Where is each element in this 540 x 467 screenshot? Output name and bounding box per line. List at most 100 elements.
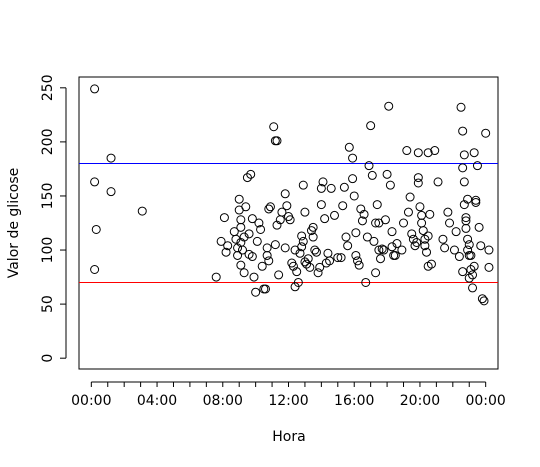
- data-point: [372, 200, 382, 210]
- data-point: [415, 202, 425, 212]
- data-point: [315, 262, 325, 272]
- data-point: [469, 261, 479, 271]
- x-tick-label: 08:00: [203, 393, 243, 409]
- x-axis-title: Hora: [272, 429, 305, 445]
- data-point: [349, 191, 359, 201]
- data-point: [362, 232, 372, 242]
- data-point: [272, 220, 282, 230]
- data-point: [408, 234, 418, 244]
- data-point: [461, 223, 471, 233]
- data-point: [242, 173, 252, 183]
- x-tick-label: 12:00: [268, 393, 308, 409]
- y-axis: 0 50 100 150 200 250: [40, 74, 67, 363]
- data-point: [387, 242, 397, 252]
- data-point: [371, 218, 381, 228]
- data-point: [231, 234, 241, 244]
- data-point: [397, 245, 407, 255]
- data-point: [339, 182, 349, 192]
- data-point: [236, 260, 246, 270]
- y-tick-label: 50: [40, 295, 56, 313]
- data-point: [463, 234, 473, 244]
- data-point: [476, 241, 486, 251]
- data-point: [425, 209, 435, 219]
- data-point: [377, 244, 387, 254]
- data-point: [251, 287, 261, 297]
- x-tick-label: 20:00: [400, 393, 440, 409]
- data-point: [433, 177, 443, 187]
- data-point: [285, 215, 295, 225]
- data-point: [246, 169, 256, 179]
- y-tick-label: 0: [40, 354, 56, 363]
- data-point: [380, 215, 390, 225]
- data-point: [297, 231, 307, 241]
- data-point: [106, 187, 116, 197]
- data-point: [458, 163, 468, 173]
- x-tick-label: 00:00: [465, 393, 505, 409]
- data-point: [456, 102, 466, 112]
- data-point: [443, 207, 453, 217]
- data-point: [420, 234, 430, 244]
- data-point: [269, 122, 279, 132]
- data-point: [277, 207, 287, 217]
- data-point: [459, 200, 469, 210]
- data-point: [354, 260, 364, 270]
- data-point: [325, 256, 335, 266]
- data-point: [239, 268, 249, 278]
- y-tick-label: 150: [40, 183, 56, 210]
- data-point: [413, 173, 423, 183]
- data-point: [295, 248, 305, 258]
- data-point: [265, 202, 275, 212]
- data-point: [300, 257, 310, 267]
- data-point: [316, 183, 326, 193]
- data-point: [461, 216, 471, 226]
- data-point: [367, 170, 377, 180]
- x-tick-label: 04:00: [137, 393, 177, 409]
- data-point: [357, 216, 367, 226]
- data-point: [320, 214, 330, 224]
- data-point: [239, 232, 249, 242]
- data-point: [477, 294, 487, 304]
- data-point: [472, 161, 482, 171]
- x-axis: 00:00 04:00 08:00 12:00 16:00 20:00 00:00: [71, 381, 506, 409]
- data-point: [471, 197, 481, 207]
- x-tick-label: 00:00: [71, 393, 111, 409]
- data-point: [236, 222, 246, 232]
- data-point: [310, 245, 320, 255]
- data-point: [223, 241, 233, 251]
- data-point: [413, 178, 423, 188]
- data-point: [272, 136, 282, 146]
- data-point: [308, 222, 318, 232]
- data-point: [364, 161, 374, 171]
- data-point: [137, 206, 147, 216]
- data-point: [403, 207, 413, 217]
- data-point: [252, 236, 262, 246]
- data-point: [376, 254, 386, 264]
- data-point: [440, 243, 450, 253]
- data-point: [260, 284, 270, 294]
- data-point: [219, 213, 229, 223]
- data-point: [348, 153, 358, 163]
- data-point: [244, 229, 254, 239]
- data-point: [420, 241, 430, 251]
- x-tick-label: 16:00: [334, 393, 374, 409]
- data-point: [313, 268, 323, 278]
- data-point: [418, 226, 428, 236]
- data-point: [236, 215, 246, 225]
- data-point: [464, 240, 474, 250]
- data-point: [326, 183, 336, 193]
- data-point: [234, 194, 244, 204]
- data-point: [316, 200, 326, 210]
- data-point: [341, 232, 351, 242]
- data-point: [280, 243, 290, 253]
- y-tick-label: 100: [40, 237, 56, 264]
- data-point: [468, 270, 478, 280]
- data-point: [333, 253, 343, 263]
- plot-frame: [78, 76, 499, 370]
- data-point: [254, 218, 264, 228]
- data-point: [454, 252, 464, 262]
- data-point: [461, 213, 471, 223]
- data-point: [466, 250, 476, 260]
- data-point: [91, 224, 101, 234]
- data-point: [484, 262, 494, 272]
- data-point: [256, 224, 266, 234]
